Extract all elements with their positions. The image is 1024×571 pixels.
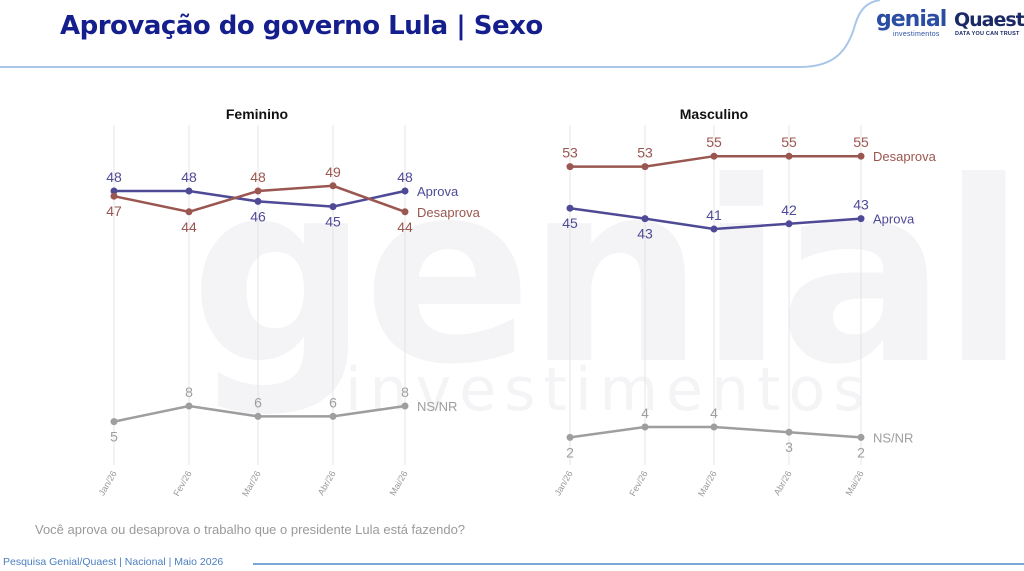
data-point bbox=[185, 402, 193, 410]
header-background bbox=[0, 0, 881, 68]
data-point bbox=[785, 152, 793, 160]
data-label: 48 bbox=[397, 169, 413, 185]
data-point bbox=[254, 187, 262, 195]
data-point bbox=[329, 182, 337, 190]
x-tick-label: Mar/26 bbox=[240, 469, 263, 498]
x-tick-label: Fev/26 bbox=[627, 469, 649, 498]
watermark-genial: genial bbox=[190, 128, 1021, 419]
survey-question: Você aprova ou desaprova o trabalho que … bbox=[35, 522, 466, 537]
series-aprova: 48 48 46 45 48 Aprova bbox=[106, 169, 459, 230]
data-point bbox=[254, 412, 262, 420]
series-name-label: NS/NR bbox=[417, 399, 457, 414]
logo-genial-text: genial bbox=[876, 7, 947, 32]
data-point bbox=[857, 433, 865, 441]
data-label: 8 bbox=[185, 384, 193, 400]
data-label: 44 bbox=[397, 219, 413, 235]
data-label: 55 bbox=[706, 134, 722, 150]
data-label: 2 bbox=[857, 444, 865, 460]
data-label: 47 bbox=[106, 203, 122, 219]
x-tick-label: Abr/26 bbox=[772, 469, 794, 497]
series-name-label: Aprova bbox=[873, 212, 915, 227]
data-point bbox=[329, 412, 337, 420]
data-label: 41 bbox=[706, 207, 722, 223]
series-ns-nr: 2 4 4 3 2 NS/NR bbox=[566, 405, 913, 460]
series-desaprova: 47 44 48 49 44 Desaprova bbox=[106, 164, 480, 235]
data-point bbox=[110, 192, 118, 200]
data-point bbox=[641, 163, 649, 171]
data-point bbox=[785, 428, 793, 436]
data-point bbox=[857, 215, 865, 223]
data-point bbox=[857, 152, 865, 160]
data-label: 42 bbox=[781, 202, 797, 218]
data-label: 45 bbox=[562, 215, 578, 231]
series-name-label: NS/NR bbox=[873, 430, 913, 445]
data-label: 48 bbox=[106, 169, 122, 185]
data-label: 48 bbox=[250, 169, 266, 185]
data-label: 5 bbox=[110, 429, 118, 445]
data-label: 2 bbox=[566, 444, 574, 460]
logo-quaest-text: Quaest bbox=[954, 9, 1024, 31]
data-point bbox=[566, 433, 574, 441]
data-point bbox=[401, 208, 409, 216]
x-tick-label: Abr/26 bbox=[316, 469, 338, 497]
series-desaprova: 53 53 55 55 55 Desaprova bbox=[562, 134, 937, 171]
data-label: 55 bbox=[853, 134, 869, 150]
data-point bbox=[566, 204, 574, 212]
panel-title-feminino: Feminino bbox=[226, 106, 288, 122]
data-label: 53 bbox=[562, 145, 578, 161]
data-point bbox=[710, 225, 718, 233]
data-label: 48 bbox=[181, 169, 197, 185]
data-point bbox=[401, 402, 409, 410]
logo-genial-subtitle: investimentos bbox=[893, 31, 940, 38]
data-label: 53 bbox=[637, 145, 653, 161]
data-point bbox=[329, 203, 337, 211]
data-label: 4 bbox=[641, 405, 649, 421]
watermark-investimentos: investimentos bbox=[345, 355, 872, 425]
x-tick-label: Mai/26 bbox=[844, 469, 866, 497]
series-name-label: Desaprova bbox=[417, 205, 481, 220]
data-label: 44 bbox=[181, 219, 197, 235]
data-label: 43 bbox=[637, 226, 653, 242]
data-point bbox=[254, 197, 262, 205]
data-label: 8 bbox=[401, 384, 409, 400]
x-tick-label: Fev/26 bbox=[171, 469, 193, 498]
data-point bbox=[641, 423, 649, 431]
x-tick-label: Mar/26 bbox=[696, 469, 719, 498]
data-label: 3 bbox=[785, 439, 793, 455]
data-label: 43 bbox=[853, 197, 869, 213]
series-name-label: Desaprova bbox=[873, 149, 937, 164]
series-name-label: Aprova bbox=[417, 184, 459, 199]
data-point bbox=[401, 187, 409, 195]
data-label: 49 bbox=[325, 164, 341, 180]
data-label: 45 bbox=[325, 214, 341, 230]
footer-divider bbox=[253, 563, 1024, 565]
x-tick-label: Mai/26 bbox=[388, 469, 410, 497]
data-label: 6 bbox=[254, 394, 262, 410]
x-tick-label: Jan/26 bbox=[97, 469, 119, 497]
data-point bbox=[710, 152, 718, 160]
footer-source: Pesquisa Genial/Quaest | Nacional | Maio… bbox=[3, 556, 224, 568]
page-title: Aprovação do governo Lula | Sexo bbox=[60, 11, 543, 41]
data-point bbox=[566, 163, 574, 171]
data-label: 55 bbox=[781, 134, 797, 150]
data-point bbox=[185, 187, 193, 195]
data-point bbox=[110, 187, 118, 195]
data-label: 46 bbox=[250, 208, 266, 224]
data-label: 6 bbox=[329, 394, 337, 410]
panel-title-masculino: Masculino bbox=[680, 106, 748, 122]
data-label: 4 bbox=[710, 405, 718, 421]
x-tick-label: Jan/26 bbox=[553, 469, 575, 497]
series-aprova: 45 43 41 42 43 Aprova bbox=[562, 197, 915, 242]
logo-quaest-subtitle: DATA YOU CAN TRUST bbox=[955, 31, 1020, 37]
data-point bbox=[641, 215, 649, 223]
panel-feminino: Feminino Jan/26 Fev/26 Mar/26 Abr/26 Mai/26 48… bbox=[97, 106, 481, 498]
series-ns-nr: 5 8 6 6 8 NS/NR bbox=[110, 384, 457, 445]
data-point bbox=[110, 418, 118, 426]
data-point bbox=[710, 423, 718, 431]
data-point bbox=[785, 220, 793, 228]
watermark: genial investimentos bbox=[190, 128, 1024, 425]
data-point bbox=[185, 208, 193, 216]
